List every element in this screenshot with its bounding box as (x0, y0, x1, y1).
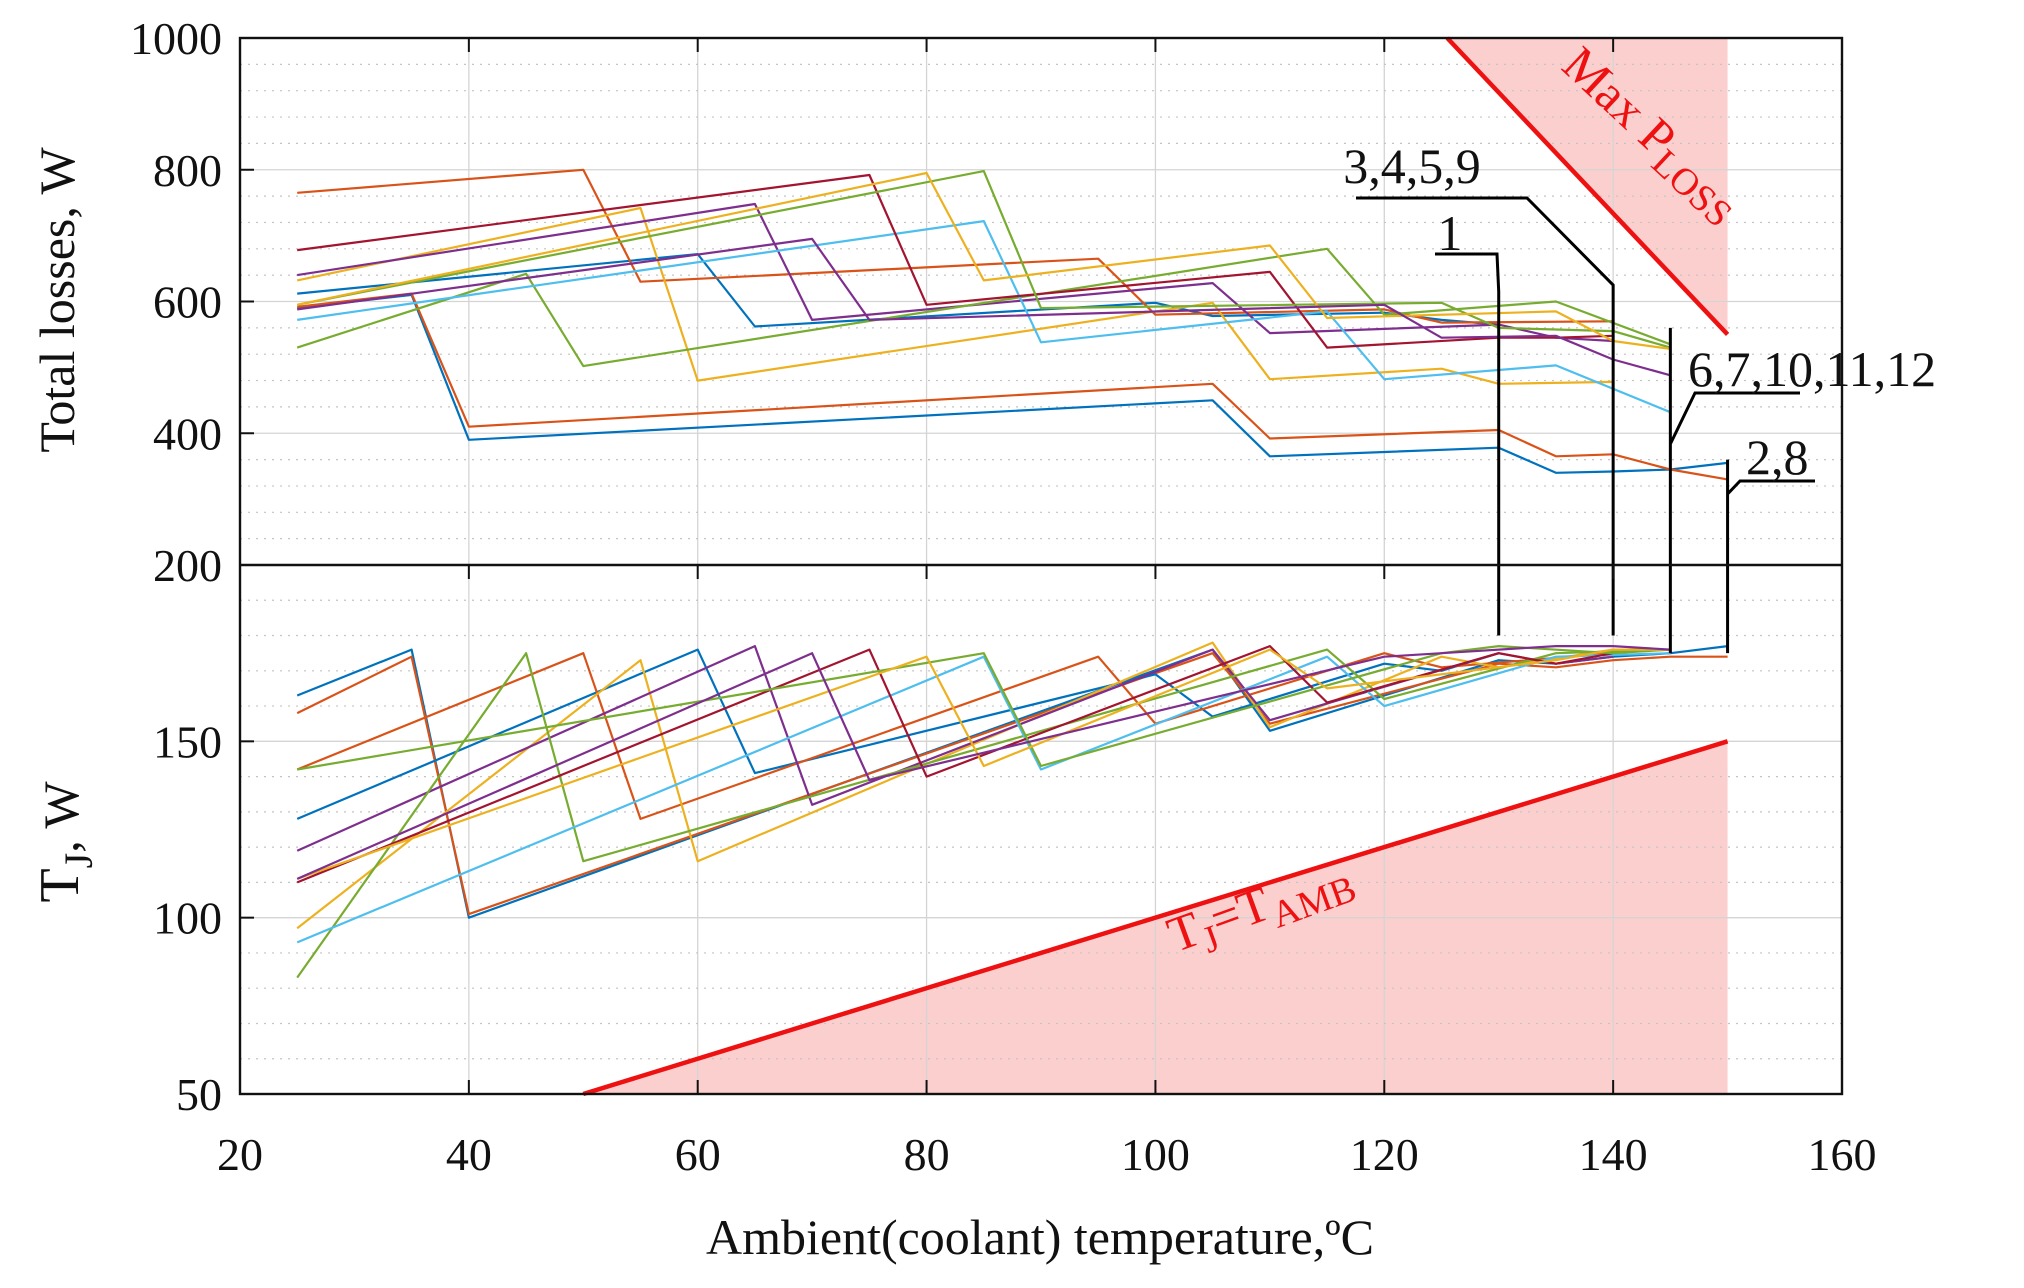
bottom-series-8 (296, 652, 1728, 916)
x-tick-label: 140 (1579, 1129, 1648, 1180)
bottom-y-tick-label: 100 (153, 893, 222, 944)
top-series-1 (297, 253, 1499, 328)
callout-leader-2 (1356, 196, 1615, 636)
bottom-series-11 (296, 648, 1671, 880)
callout-leader-4 (1726, 459, 1815, 654)
bottom-ylabel-suffix: , W (33, 781, 89, 853)
bottom-y-tick-label: 150 (153, 716, 222, 767)
top-y-tick-label: 600 (153, 277, 222, 328)
bottom-ylabel-subscript: J (56, 853, 101, 869)
x-tick-label: 40 (446, 1129, 492, 1180)
x-tick-label: 160 (1808, 1129, 1877, 1180)
x-tick-label: 20 (217, 1129, 263, 1180)
callout-label-1: 1 (1438, 205, 1463, 261)
bottom-series-12 (296, 644, 1671, 880)
top-y-tick-label: 1000 (130, 13, 222, 64)
bottom-y-tick-label: 50 (176, 1069, 222, 1120)
top-series-group (296, 168, 1728, 481)
x-tick-label: 60 (675, 1129, 721, 1180)
tick-layer: 20 40 60 80 100 120 140 160 400 600 800 1000 50 100 15… (130, 13, 1877, 1180)
bottom-series-3 (296, 652, 1614, 821)
callout-label-4: 2,8 (1746, 429, 1809, 485)
bottom-ylabel-main: T (29, 868, 91, 902)
bottom-series-6 (296, 648, 1671, 979)
top-y-tick-label: 800 (153, 145, 222, 196)
top-series-12 (297, 237, 1671, 377)
top-y-axis-label: Total losses, W (29, 147, 85, 453)
bottom-series-7 (296, 652, 1671, 944)
top-series-7 (297, 220, 1671, 414)
callout-label-2: 3,4,5,9 (1343, 138, 1481, 194)
callout-label-3: 6,7,10,11,12 (1688, 341, 1936, 397)
top-series-11 (296, 171, 1671, 350)
top-series-8 (297, 292, 1728, 481)
callout-leader-3 (1668, 327, 1800, 654)
max-ploss-limit-line (1445, 36, 1730, 336)
x-tick-label: 100 (1121, 1129, 1190, 1180)
x-tick-label: 80 (904, 1129, 950, 1180)
bottom-y-axis-label: TJ, W (29, 781, 101, 903)
top-series-9 (297, 173, 1614, 349)
bottom-y-tick-label: 200 (153, 540, 222, 591)
callout-leader-1 (1435, 252, 1501, 636)
top-y-tick-label: 400 (153, 408, 222, 459)
callout-layer: 1 3,4,5,9 6,7,10,11,12 2,8 (1343, 138, 1936, 654)
top-series-2 (297, 293, 1728, 474)
bottom-series-group (296, 641, 1728, 979)
x-tick-label: 120 (1350, 1129, 1419, 1180)
x-axis-label: Ambient(coolant) temperature,ºC (706, 1209, 1374, 1265)
tj-equals-tamb-line (582, 739, 1729, 1097)
bottom-series-1 (296, 648, 1500, 820)
limit-lines-layer (582, 36, 1730, 1097)
top-series-6 (296, 247, 1671, 368)
